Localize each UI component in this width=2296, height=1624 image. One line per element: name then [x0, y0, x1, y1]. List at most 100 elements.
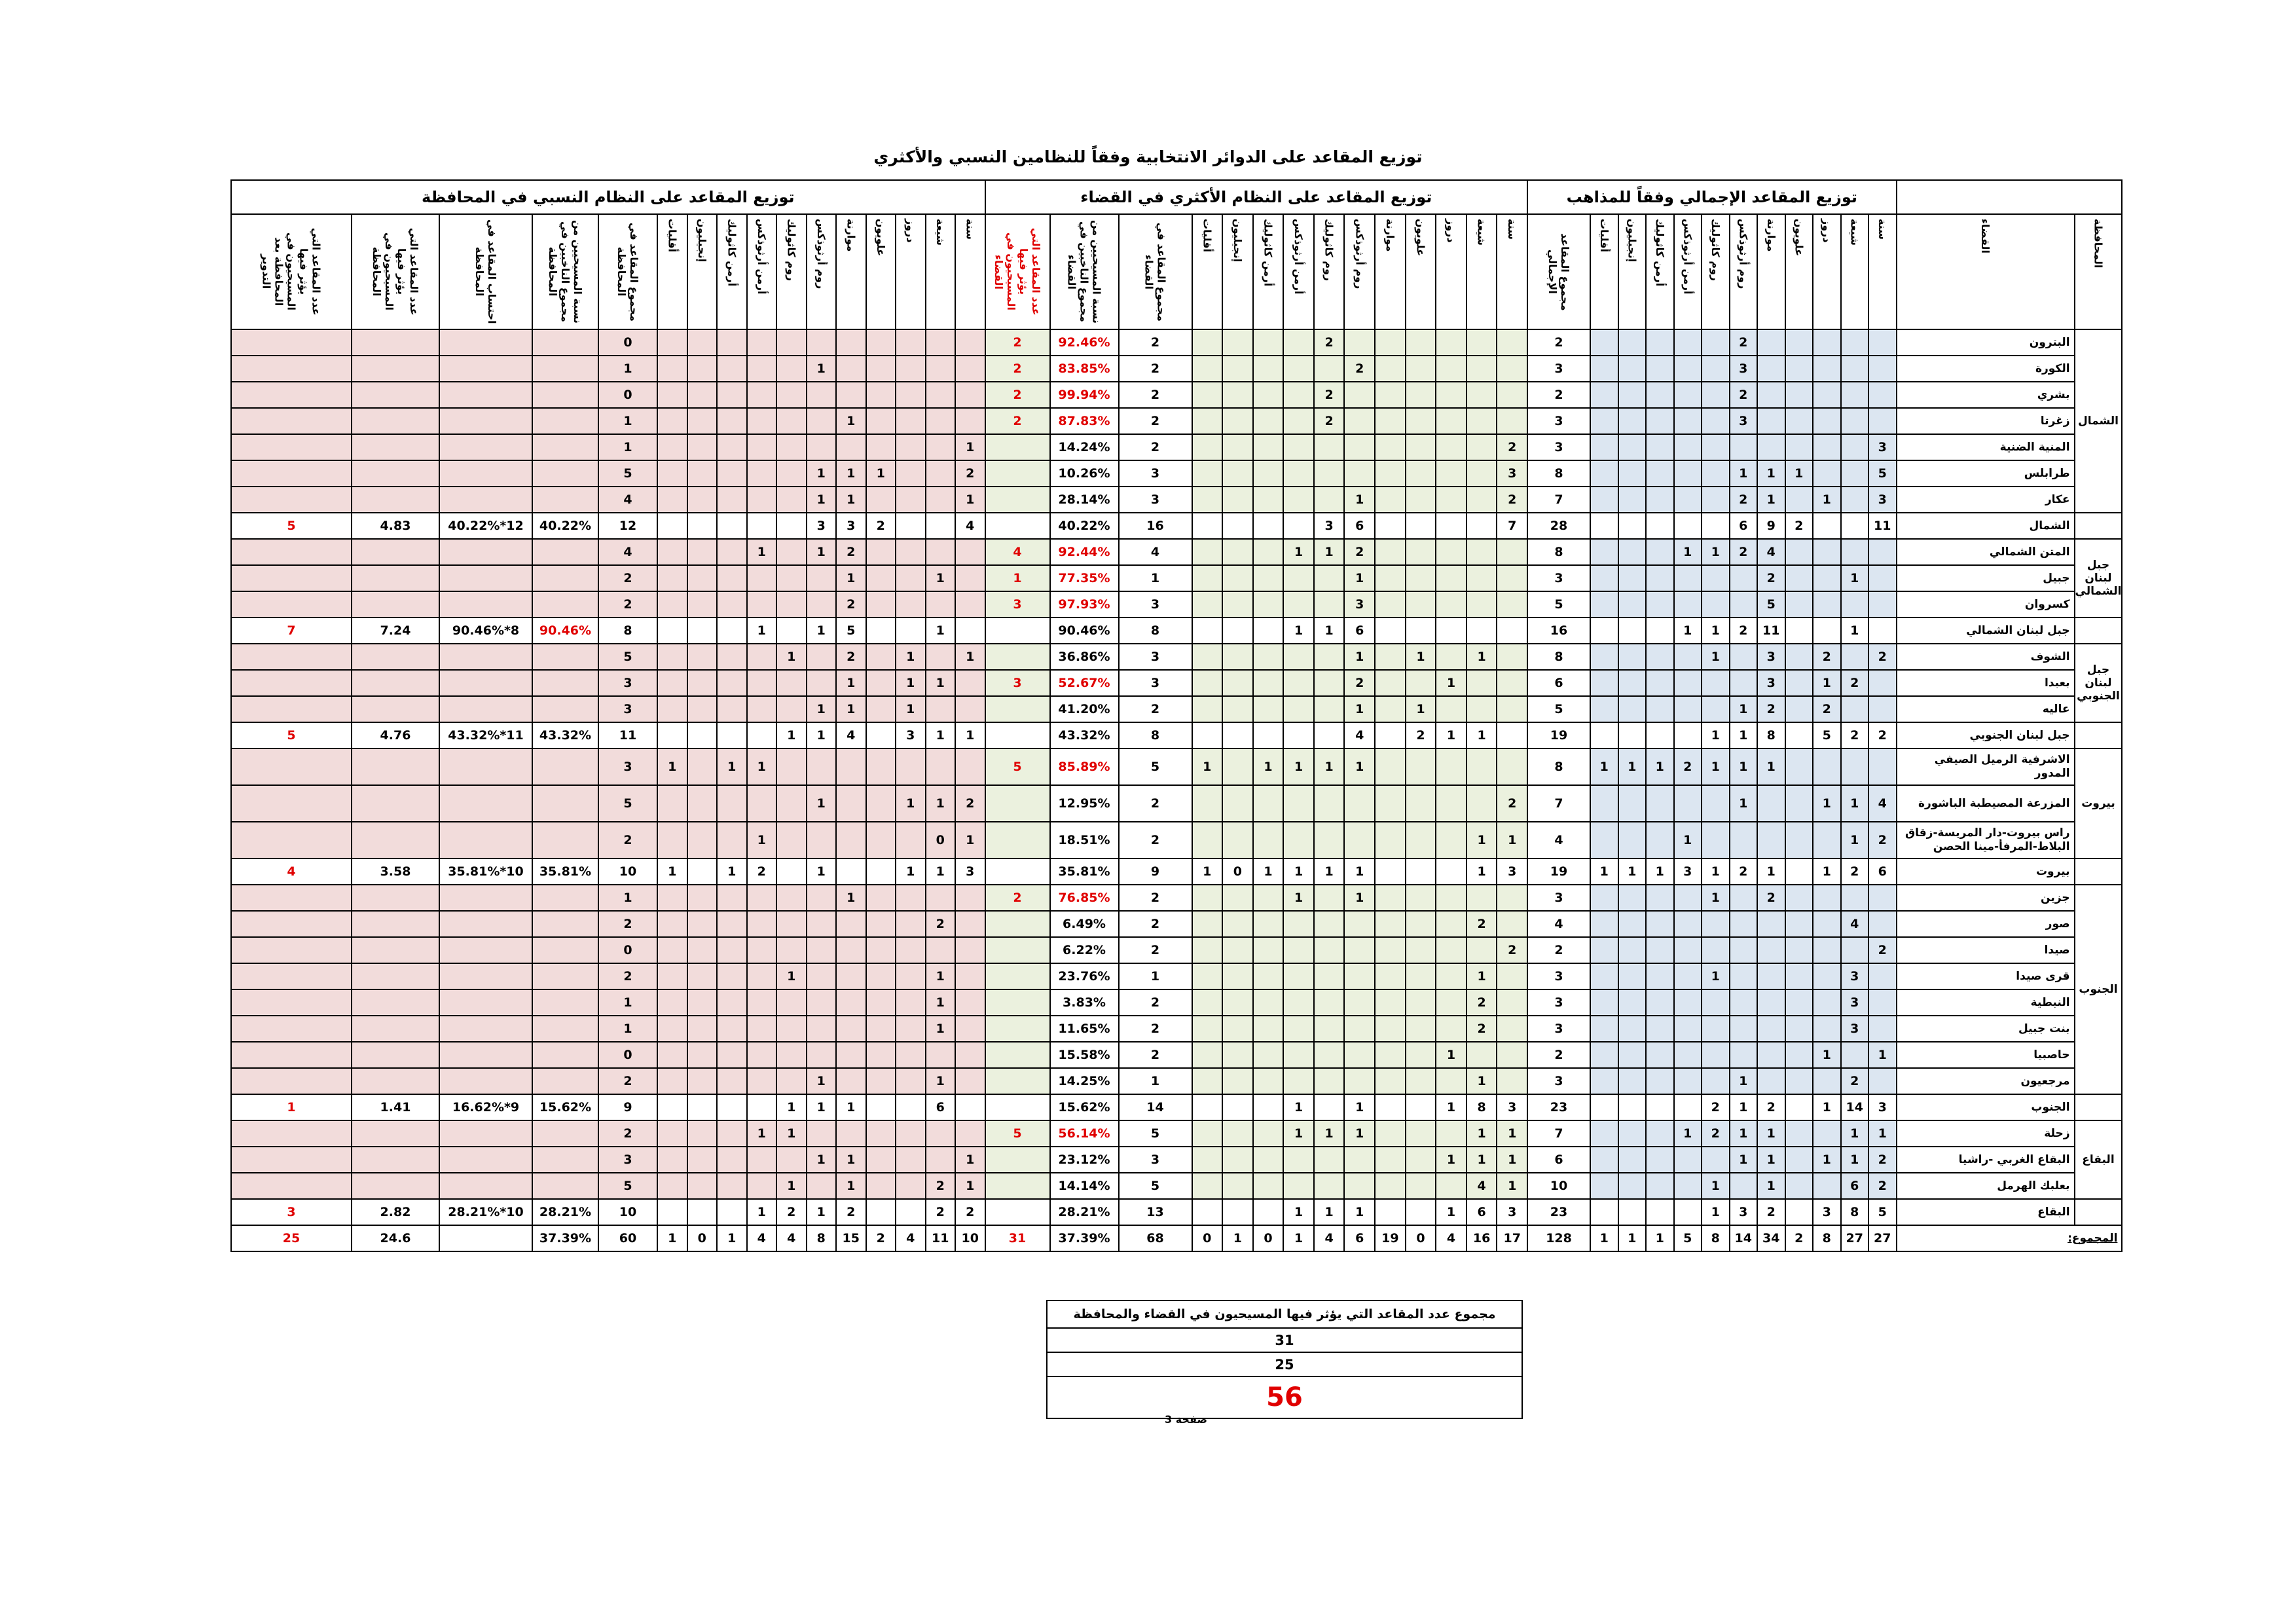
proportional-cell: [805, 329, 837, 356]
total-cell: [1590, 989, 1619, 1016]
column-header-label: علويون: [1414, 219, 1427, 257]
proportional-cell: [351, 1067, 440, 1095]
proportional-cell: [230, 910, 352, 938]
proportional-cell: [776, 1067, 807, 1095]
total-cell: 4: [1527, 910, 1592, 938]
total-cell: [1701, 669, 1730, 697]
proportional-cell: [776, 512, 807, 540]
proportional-cell: [230, 381, 352, 409]
total-cell: [1617, 1067, 1647, 1095]
majority-cell: 2: [1313, 381, 1345, 409]
majority-cell: [1222, 884, 1254, 912]
proportional-cell: [657, 1120, 688, 1147]
majority-cell: [1222, 407, 1254, 435]
proportional-cell: [532, 486, 599, 513]
majority-cell: 1: [1465, 1067, 1498, 1095]
total-cell: [1617, 784, 1647, 822]
proportional-cell: [686, 329, 718, 356]
total-cell: [1812, 910, 1842, 938]
proportional-cell: 1: [835, 460, 867, 487]
majority-cell: 3: [1496, 1198, 1529, 1226]
majority-cell: [1404, 617, 1437, 644]
total-cell: [1645, 1172, 1675, 1200]
proportional-cell: [805, 963, 837, 990]
total-cell: [1812, 963, 1842, 990]
majority-cell: [1252, 617, 1285, 644]
majority-cell: 2: [1496, 434, 1529, 461]
total-cell: [1645, 538, 1675, 566]
total-cell: 1: [1757, 748, 1786, 786]
proportional-cell: [657, 1094, 688, 1121]
proportional-cell: [351, 1015, 440, 1043]
proportional-cell: [230, 1120, 352, 1147]
total-cell: [1784, 381, 1814, 409]
majority-cell: [1191, 1067, 1224, 1095]
proportional-cell: 15.62%: [532, 1094, 599, 1121]
total-cell: [1812, 1015, 1842, 1043]
governorate-total-row: 7 7.24 90.46%*8 90.46% 8 1 1 5 1 90.46% 8 1 1 6 16 1 1 2 1…: [230, 617, 2123, 644]
proportional-cell: [716, 1120, 748, 1147]
majority-cell: 6: [1343, 1225, 1376, 1252]
column-header-row: عدد المقاعد التي يؤثر فيها المسيحيون في …: [230, 213, 2123, 330]
proportional-cell: [657, 643, 688, 671]
majority-cell: [1404, 884, 1437, 912]
proportional-cell: [532, 989, 599, 1016]
proportional-cell: [686, 695, 718, 723]
proportional-cell: [955, 407, 986, 435]
proportional-cell: 1: [805, 784, 837, 822]
proportional-cell: [657, 936, 688, 964]
proportional-cell: 2: [835, 538, 867, 566]
proportional-cell: [716, 329, 748, 356]
majority-cell: [1252, 460, 1285, 487]
proportional-cell: [532, 1146, 599, 1173]
majority-cell: 1: [1435, 1041, 1467, 1069]
total-cell: 1: [1728, 748, 1758, 786]
district-name: بعلبك الهرمل: [1895, 1172, 2075, 1200]
proportional-cell: [895, 512, 926, 540]
majority-cell: [1435, 784, 1467, 822]
majority-cell: 1: [1343, 1198, 1376, 1226]
proportional-cell: [351, 381, 440, 409]
proportional-cell: [657, 434, 688, 461]
proportional-cell: [835, 329, 867, 356]
total-cell: [1617, 591, 1647, 618]
majority-cell: [1191, 695, 1224, 723]
column-header: روم أرثوذكس: [1343, 213, 1376, 330]
proportional-cell: 2: [924, 1198, 956, 1226]
column-header-label: عدد المقاعد التي يؤثر فيها المسيحيون في …: [993, 228, 1042, 316]
governorate-blank: [2073, 512, 2123, 540]
column-header: روم كاثوليك: [1313, 213, 1345, 330]
majority-cell: [1374, 784, 1406, 822]
total-cell: 19: [1527, 722, 1592, 749]
district-name: البقاع الغربي -راشيا: [1895, 1146, 2075, 1173]
total-cell: [1840, 512, 1870, 540]
proportional-cell: [439, 784, 533, 822]
proportional-cell: [865, 821, 896, 859]
proportional-cell: [924, 381, 956, 409]
majority-cell: 5: [1118, 1172, 1193, 1200]
proportional-cell: [230, 355, 352, 382]
majority-cell: 3: [984, 669, 1051, 697]
majority-cell: 6: [1465, 1198, 1498, 1226]
total-cell: [1645, 784, 1675, 822]
proportional-cell: 1: [835, 1172, 867, 1200]
majority-cell: [1313, 1094, 1345, 1121]
majority-cell: [984, 821, 1051, 859]
total-cell: 1: [1701, 963, 1730, 990]
majority-cell: 2: [1313, 329, 1345, 356]
total-cell: [1590, 821, 1619, 859]
total-cell: [1645, 884, 1675, 912]
proportional-cell: 24.6: [351, 1225, 440, 1252]
majority-cell: 1: [1343, 884, 1376, 912]
column-header-label: روم أرثوذكس: [1353, 219, 1366, 289]
majority-cell: 1: [1465, 1120, 1498, 1147]
proportional-cell: [716, 1146, 748, 1173]
majority-cell: [1222, 1067, 1254, 1095]
proportional-cell: [439, 407, 533, 435]
majority-cell: [1191, 884, 1224, 912]
majority-cell: 3: [1496, 1094, 1529, 1121]
total-cell: 3: [1527, 564, 1592, 592]
total-cell: 3: [1868, 486, 1897, 513]
total-cell: 2: [1757, 1198, 1786, 1226]
column-header: أقليات: [1590, 213, 1619, 330]
